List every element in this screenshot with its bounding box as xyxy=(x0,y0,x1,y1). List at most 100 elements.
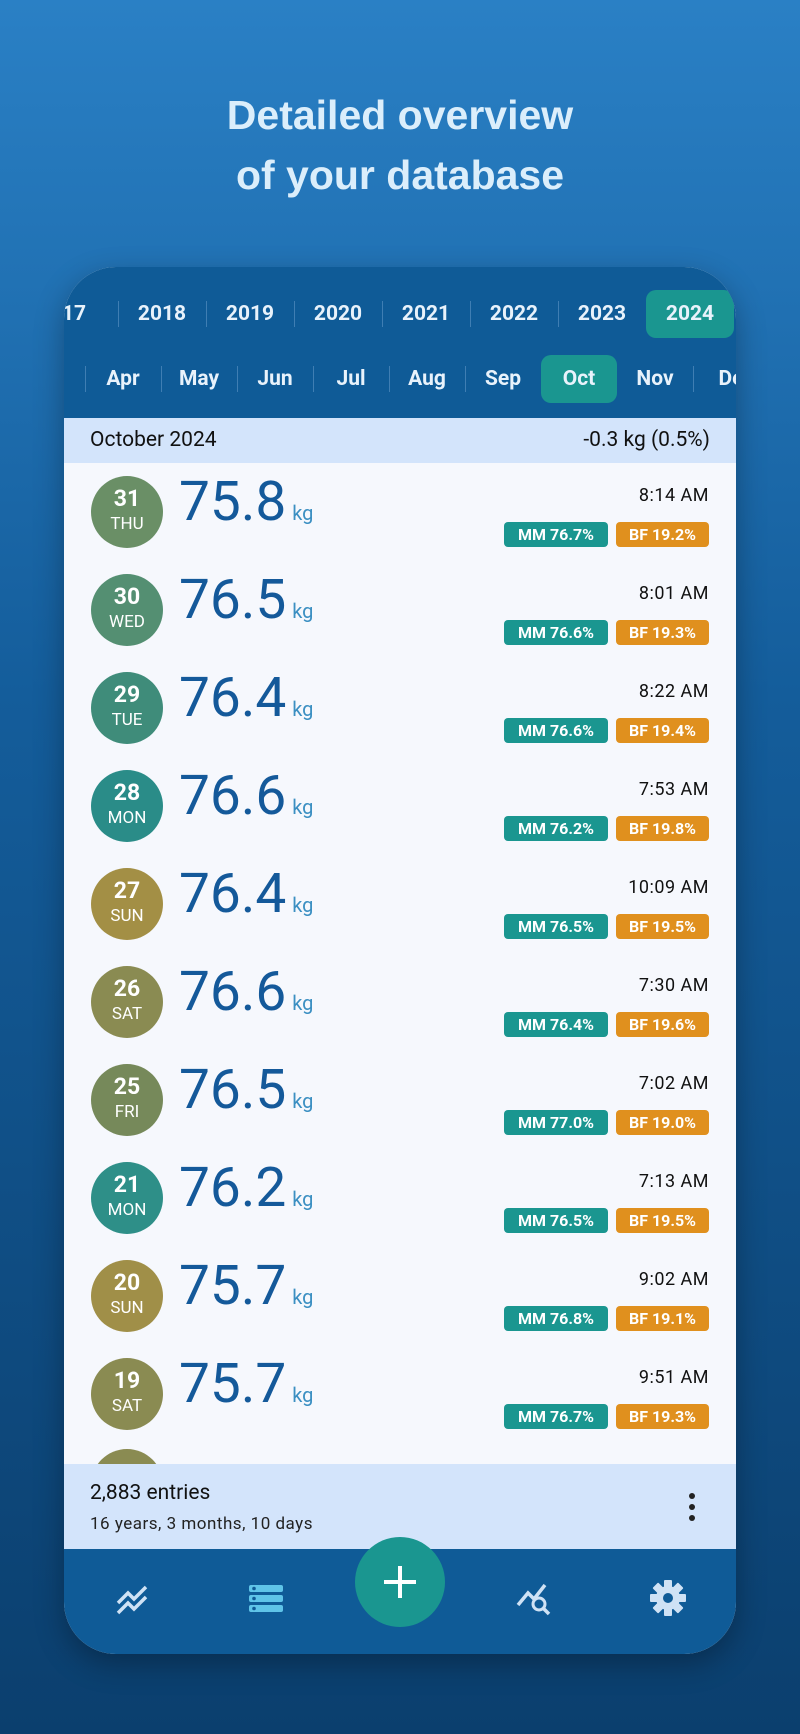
entry-row[interactable]: 21 MON 76.2 kg 7:13 AM BF 19.5% MM 76.5% xyxy=(64,1149,736,1247)
day-number: 29 xyxy=(113,681,141,708)
entry-span: 16 years, 3 months, 10 days xyxy=(90,1514,313,1534)
weight: 76.4 kg xyxy=(179,867,313,922)
day-circle: 21 MON xyxy=(91,1162,163,1234)
month-tab[interactable]: Oct xyxy=(541,355,617,403)
separator xyxy=(382,301,383,327)
month-tab[interactable]: Sep xyxy=(484,367,522,391)
entry-row[interactable]: 20 SUN 75.7 kg 9:02 AM BF 19.1% MM 76.8% xyxy=(64,1247,736,1345)
bf-badge: BF 19.0% xyxy=(616,1110,709,1135)
separator xyxy=(294,301,295,327)
separator xyxy=(85,366,86,392)
day-circle: 27 SUN xyxy=(91,868,163,940)
year-tab[interactable]: 2023 xyxy=(577,302,627,326)
day-circle: 20 SUN xyxy=(91,1260,163,1332)
weight: 76.5 kg xyxy=(179,573,313,628)
year-tab[interactable]: 2019 xyxy=(225,302,275,326)
time: 7:13 AM xyxy=(638,1171,709,1192)
chart-tab[interactable] xyxy=(114,1581,150,1617)
time: 8:01 AM xyxy=(638,583,709,604)
mm-badge: MM 76.6% xyxy=(504,718,608,743)
day-circle: 19 SAT xyxy=(91,1358,163,1430)
bf-badge: BF 19.3% xyxy=(616,1404,709,1429)
weight-value: 76.4 xyxy=(179,666,287,730)
year-tab[interactable]: 2022 xyxy=(489,302,539,326)
entry-row[interactable]: 27 SUN 76.4 kg 10:09 AM BF 19.5% MM 76.5% xyxy=(64,855,736,953)
entry-row[interactable]: 30 WED 76.5 kg 8:01 AM BF 19.3% MM 76.6% xyxy=(64,561,736,659)
time: 8:22 AM xyxy=(638,681,709,702)
month-tab[interactable]: De xyxy=(718,367,737,391)
weekday: SUN xyxy=(110,906,144,926)
headline: of your database xyxy=(235,152,565,198)
unit: kg xyxy=(292,1285,314,1309)
weekday: SUN xyxy=(110,1298,144,1318)
day-circle: 31 THU xyxy=(91,476,163,548)
unit: kg xyxy=(292,1089,314,1113)
entry-row[interactable]: 25 FRI 76.5 kg 7:02 AM BF 19.0% MM 77.0% xyxy=(64,1051,736,1149)
month-change: -0.3 kg (0.5%) xyxy=(583,428,710,452)
list-tab[interactable] xyxy=(247,1579,285,1617)
entry-row[interactable]: 19 SAT 75.7 kg 9:51 AM BF 19.3% MM 76.7% xyxy=(64,1345,736,1443)
month-tab[interactable]: May xyxy=(178,367,220,391)
year-tab[interactable]: 2020 xyxy=(313,302,363,326)
weight-value: 75.7 xyxy=(179,1352,287,1416)
bf-badge: BF 19.3% xyxy=(616,620,709,645)
weekday: SAT xyxy=(111,1004,143,1024)
bf-badge: BF 19.6% xyxy=(616,1012,709,1037)
mm-badge: MM 76.7% xyxy=(504,1404,608,1429)
mm-badge: MM 76.5% xyxy=(504,1208,608,1233)
entry-row[interactable]: 31 THU 75.8 kg 8:14 AM BF 19.2% MM 76.7% xyxy=(64,463,736,561)
time: 8:14 AM xyxy=(638,485,709,506)
day-number: 20 xyxy=(113,1269,141,1296)
weight-value: 76.2 xyxy=(179,1156,287,1220)
weight-value: 75.8 xyxy=(179,470,287,534)
unit: kg xyxy=(292,1383,314,1407)
analysis-tab[interactable] xyxy=(515,1579,553,1617)
year-tab[interactable]: 2021 xyxy=(401,302,451,326)
day-number: 25 xyxy=(113,1073,141,1100)
year-tab[interactable]: 2024 xyxy=(646,290,734,338)
bf-badge: BF 19.8% xyxy=(616,816,709,841)
more-button[interactable] xyxy=(686,1492,698,1522)
separator xyxy=(206,301,207,327)
weight: 76.2 kg xyxy=(179,1161,313,1216)
day-number: 27 xyxy=(113,877,141,904)
settings-tab[interactable] xyxy=(649,1579,687,1617)
weight-value: 76.4 xyxy=(179,862,287,926)
entry-list: 31 THU 75.8 kg 8:14 AM BF 19.2% MM 76.7% 30 WED 7… xyxy=(64,463,736,1464)
separator xyxy=(558,301,559,327)
weight-value: 76.6 xyxy=(179,764,287,828)
day-number: 31 xyxy=(113,485,141,512)
day-number: 30 xyxy=(113,583,141,610)
month-tab[interactable]: Apr xyxy=(106,367,140,391)
unit: kg xyxy=(292,1187,314,1211)
day-number: 19 xyxy=(113,1367,141,1394)
month-tab[interactable]: Nov xyxy=(636,367,674,391)
weekday: THU xyxy=(110,514,144,534)
weight: 76.5 kg xyxy=(179,1063,313,1118)
unit: kg xyxy=(292,599,314,623)
year-tab[interactable]: 17 xyxy=(64,302,87,326)
entry-row[interactable]: 26 SAT 76.6 kg 7:30 AM BF 19.6% MM 76.4% xyxy=(64,953,736,1051)
entry-row[interactable]: 29 TUE 76.4 kg 8:22 AM BF 19.4% MM 76.6% xyxy=(64,659,736,757)
weekday: MON xyxy=(107,808,147,828)
add-button[interactable] xyxy=(354,1536,446,1628)
entry-count: 2,883 entries xyxy=(90,1481,211,1505)
weight: 75.7 kg xyxy=(179,1259,313,1314)
mm-badge: MM 76.4% xyxy=(504,1012,608,1037)
year-tab[interactable]: 2018 xyxy=(137,302,187,326)
month-tab[interactable]: Jun xyxy=(257,367,293,391)
entry-row[interactable]: 28 MON 76.6 kg 7:53 AM BF 19.8% MM 76.2% xyxy=(64,757,736,855)
unit: kg xyxy=(292,501,314,525)
day-number: 26 xyxy=(113,975,141,1002)
month-tab[interactable]: Aug xyxy=(408,367,446,391)
weight: 75.7 kg xyxy=(179,1357,313,1412)
weekday: SAT xyxy=(111,1396,143,1416)
weight: 76.6 kg xyxy=(179,769,313,824)
unit: kg xyxy=(292,893,314,917)
separator xyxy=(465,366,466,392)
month-tab[interactable]: Jul xyxy=(336,367,366,391)
weight: 76.6 kg xyxy=(179,965,313,1020)
mm-badge: MM 77.0% xyxy=(504,1110,608,1135)
month-label: October 2024 xyxy=(90,428,217,452)
day-circle: 29 TUE xyxy=(91,672,163,744)
